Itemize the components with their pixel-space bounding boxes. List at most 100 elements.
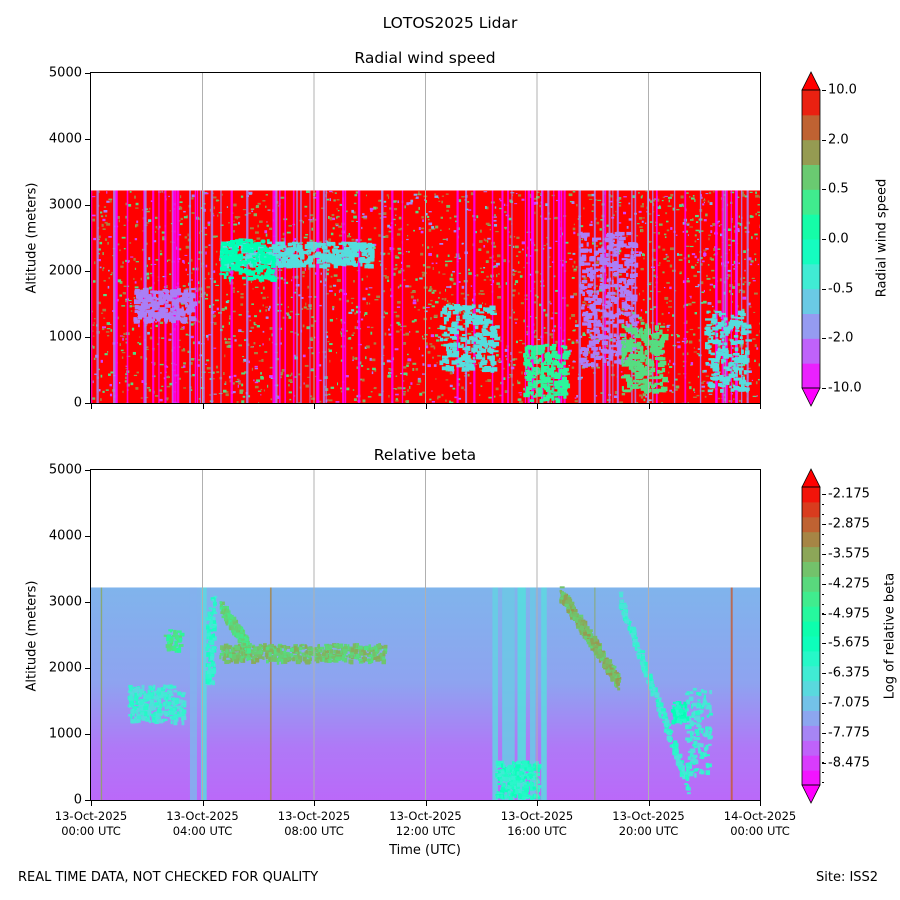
wind-feature-cell xyxy=(467,308,471,313)
wind-cell xyxy=(206,286,211,289)
wind-cell xyxy=(97,301,102,305)
wind-cell xyxy=(653,306,658,309)
wind-feature-cell xyxy=(710,364,718,369)
wind-feature-cell xyxy=(480,360,488,364)
wind-cell xyxy=(353,280,355,283)
wind-cell xyxy=(632,374,635,377)
wind-cell xyxy=(239,389,244,392)
wind-feature-cell xyxy=(472,319,479,322)
wind-cell xyxy=(123,332,125,335)
wind-cell xyxy=(207,222,211,226)
wind-feature-cell xyxy=(253,245,259,251)
wind-cell xyxy=(493,260,496,262)
wind-cell xyxy=(478,394,481,396)
wind-streak xyxy=(723,190,725,403)
wind-feature-cell xyxy=(265,277,269,280)
wind-cell xyxy=(149,272,154,275)
wind-cell xyxy=(185,268,187,271)
wind-cell xyxy=(590,220,593,224)
wind-cell xyxy=(118,219,120,223)
wind-cell xyxy=(661,199,664,202)
wind-feature-cell xyxy=(586,242,589,247)
wind-cell xyxy=(250,346,254,348)
wind-cell xyxy=(92,330,94,332)
wind-cell xyxy=(351,238,355,241)
wind-feature-cell xyxy=(618,236,626,241)
wind-feature-cell xyxy=(281,259,287,265)
wind-feature-cell xyxy=(351,260,356,264)
wind-feature-cell xyxy=(335,255,342,259)
wind-cell xyxy=(190,279,193,281)
wind-streak xyxy=(491,190,494,403)
wind-cell xyxy=(676,341,681,343)
wind-cell xyxy=(483,245,486,248)
wind-cell xyxy=(416,196,419,199)
wind-cell xyxy=(331,213,335,217)
beta-feature-cell xyxy=(128,684,133,689)
wind-streak xyxy=(152,190,155,403)
wind-feature-cell xyxy=(564,379,569,384)
wind-feature-cell xyxy=(734,360,739,364)
wind-cell xyxy=(408,202,413,205)
wind-cell xyxy=(522,248,524,251)
wind-cell xyxy=(361,364,364,367)
wind-feature-cell xyxy=(612,273,616,277)
wind-feature-cell xyxy=(647,388,652,393)
wind-cell xyxy=(253,240,256,242)
wind-cell xyxy=(146,272,150,276)
wind-feature-cell xyxy=(545,352,551,356)
wind-cell xyxy=(549,333,554,336)
wind-feature-cell xyxy=(586,267,592,272)
wind-cell xyxy=(276,303,279,306)
wind-cell xyxy=(489,279,492,281)
wind-cell xyxy=(689,196,691,198)
wind-cell xyxy=(479,229,482,233)
wind-feature-cell xyxy=(715,338,719,342)
wind-cell xyxy=(544,331,548,334)
wind-cell xyxy=(576,204,578,207)
wind-cell xyxy=(754,233,758,236)
wind-cell xyxy=(702,260,705,263)
wind-cell xyxy=(699,281,704,285)
wind-cell xyxy=(718,225,721,227)
wind-feature-cell xyxy=(243,267,247,270)
wind-cell xyxy=(617,204,622,207)
wind-feature-cell xyxy=(704,327,708,330)
wind-cell xyxy=(119,281,123,284)
wind-cell xyxy=(617,249,622,253)
wind-feature-cell xyxy=(463,367,470,371)
wind-feature-cell xyxy=(523,354,526,357)
wind-cell xyxy=(711,258,715,261)
wind-streak xyxy=(511,190,513,403)
wind-feature-cell xyxy=(618,264,623,269)
wind-cell xyxy=(280,303,283,306)
wind-feature-cell xyxy=(658,388,665,393)
wind-cell xyxy=(708,237,710,241)
wind-cell xyxy=(732,398,735,400)
wind-feature-cell xyxy=(562,376,567,381)
wind-cell xyxy=(567,252,572,255)
wind-feature-cell xyxy=(557,362,561,366)
wind-cell xyxy=(429,343,433,345)
wind-cell xyxy=(694,234,697,237)
wind-cell xyxy=(668,306,673,308)
wind-cell xyxy=(91,310,93,313)
wind-feature-cell xyxy=(258,264,264,268)
wind-feature-cell xyxy=(591,307,596,312)
wind-cell xyxy=(510,366,515,370)
wind-cell xyxy=(92,335,95,337)
wind-feature-cell xyxy=(606,279,609,283)
wind-cell xyxy=(91,397,96,400)
wind-cell xyxy=(310,239,313,242)
wind-cell xyxy=(431,246,433,248)
wind-feature-cell xyxy=(187,292,194,297)
wind-cell xyxy=(176,246,178,250)
wind-feature-cell xyxy=(535,387,543,392)
wind-cell xyxy=(710,225,713,227)
wind-feature-cell xyxy=(717,321,725,327)
wind-cell xyxy=(640,321,645,325)
wind-feature-cell xyxy=(523,392,530,398)
wind-feature-cell xyxy=(457,325,463,329)
wind-feature-cell xyxy=(636,346,644,350)
wind-feature-cell xyxy=(725,381,730,385)
